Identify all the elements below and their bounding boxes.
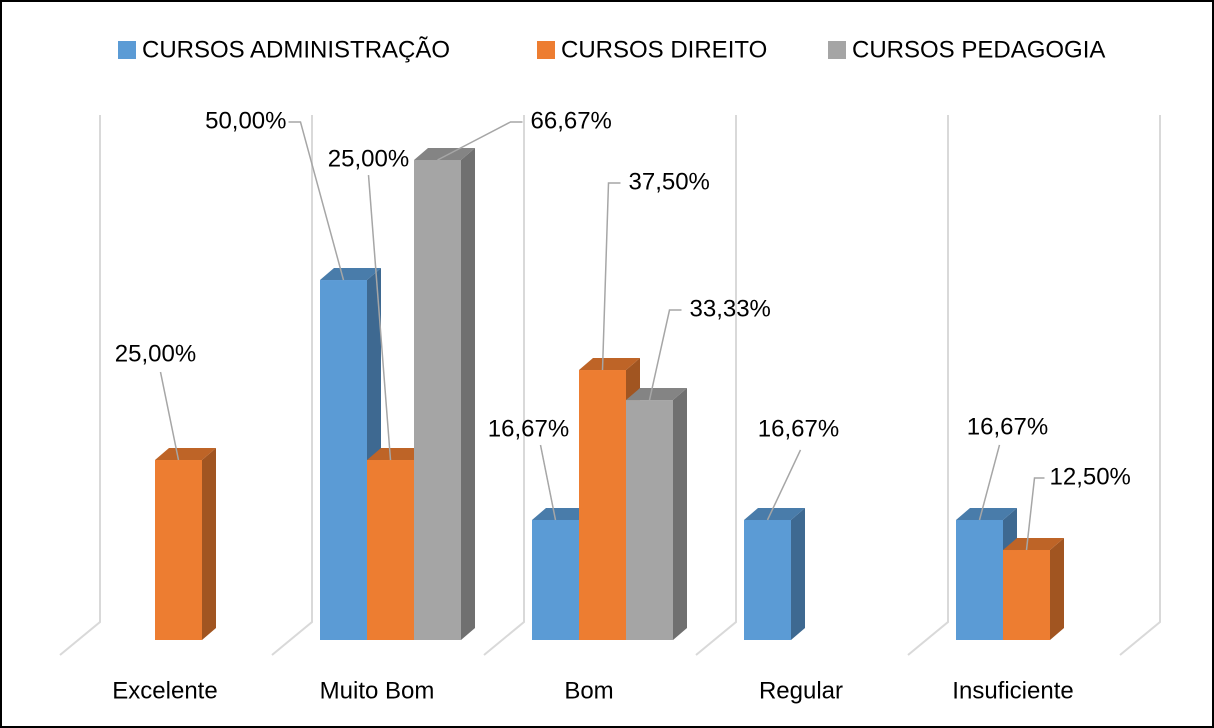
bar bbox=[956, 519, 1003, 640]
data-label: 50,00% bbox=[205, 107, 286, 134]
leader-line bbox=[766, 449, 802, 521]
bar bbox=[367, 460, 414, 640]
legend-swatch bbox=[537, 41, 555, 59]
legend-swatch bbox=[828, 41, 846, 59]
bar-side bbox=[791, 507, 805, 640]
data-label: 66,67% bbox=[531, 107, 612, 134]
bar-top bbox=[579, 358, 640, 371]
legend-swatch bbox=[118, 41, 136, 59]
wall-line bbox=[483, 115, 525, 656]
bar bbox=[744, 519, 791, 640]
bar-top bbox=[744, 507, 805, 520]
bar bbox=[532, 519, 579, 640]
data-label: 25,00% bbox=[115, 340, 196, 367]
wall-line bbox=[271, 115, 313, 656]
legend-label: CURSOS PEDAGOGIA bbox=[852, 36, 1105, 63]
leader-line bbox=[978, 444, 1001, 521]
bar-top bbox=[1003, 538, 1064, 551]
wall-line bbox=[59, 115, 101, 656]
leader-line bbox=[1025, 477, 1045, 551]
bar-top bbox=[626, 388, 687, 401]
bar-top bbox=[414, 148, 475, 160]
data-label: 16,67% bbox=[488, 415, 569, 442]
x-tick-label: Insuficiente bbox=[952, 677, 1073, 704]
data-label: 37,50% bbox=[629, 168, 710, 195]
x-tick-label: Regular bbox=[759, 677, 843, 704]
legend-label: CURSOS ADMINISTRAÇÃO bbox=[142, 36, 450, 63]
data-label: 12,50% bbox=[1050, 463, 1131, 490]
bar bbox=[155, 460, 202, 640]
bar bbox=[320, 280, 367, 640]
bar-top bbox=[532, 507, 593, 520]
leader-line bbox=[539, 444, 557, 521]
x-tick-label: Excelente bbox=[112, 677, 217, 704]
bar-top bbox=[320, 268, 381, 281]
wall-line bbox=[695, 115, 737, 656]
legend-label: CURSOS DIREITO bbox=[561, 36, 767, 63]
wall-line bbox=[907, 115, 949, 656]
bar bbox=[579, 370, 626, 640]
leader-line bbox=[601, 182, 621, 371]
bar bbox=[414, 160, 461, 640]
leader-line bbox=[648, 309, 682, 401]
bar bbox=[1003, 550, 1050, 640]
leader-line bbox=[159, 371, 180, 461]
bar bbox=[626, 400, 673, 640]
bar-side bbox=[673, 388, 687, 640]
x-tick-label: Muito Bom bbox=[320, 677, 435, 704]
bar-side bbox=[202, 448, 216, 640]
data-label: 16,67% bbox=[758, 415, 839, 442]
x-tick-label: Bom bbox=[564, 677, 613, 704]
bar-side bbox=[461, 148, 475, 640]
bar-top bbox=[155, 448, 216, 461]
bar-top bbox=[367, 448, 428, 461]
data-label: 16,67% bbox=[967, 413, 1048, 440]
bar-side bbox=[1050, 538, 1064, 640]
data-label: 25,00% bbox=[328, 145, 409, 172]
leader-line bbox=[437, 121, 523, 161]
bar-top bbox=[956, 507, 1017, 520]
data-label: 33,33% bbox=[690, 295, 771, 322]
leader-line bbox=[288, 121, 345, 281]
wall-line bbox=[1119, 115, 1161, 656]
leader-line bbox=[367, 174, 392, 461]
